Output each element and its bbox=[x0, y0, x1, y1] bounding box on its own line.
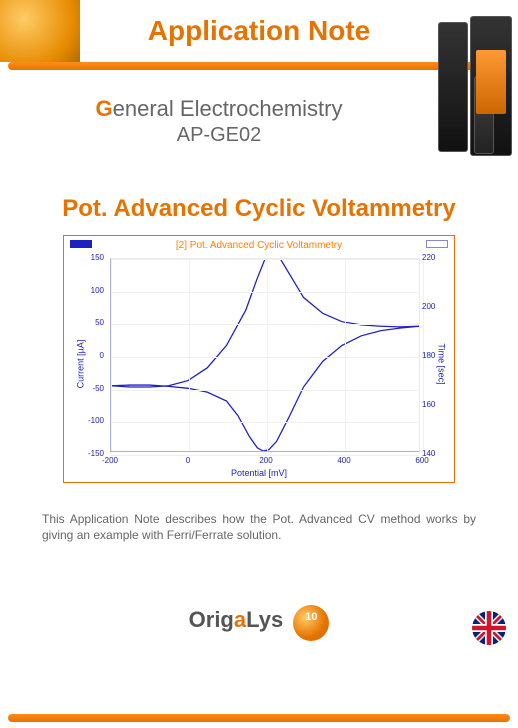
chart-title: [2] Pot. Advanced Cyclic Voltammetry bbox=[64, 240, 454, 251]
title-cap-a: A bbox=[148, 15, 168, 46]
ytick-left: 150 bbox=[74, 253, 104, 262]
xtick: -200 bbox=[102, 456, 118, 465]
plot-area bbox=[110, 258, 420, 452]
logo-accent: a bbox=[234, 608, 246, 633]
ytick-left: 100 bbox=[74, 286, 104, 295]
ytick-left: -150 bbox=[74, 449, 104, 458]
xtick: 400 bbox=[337, 456, 350, 465]
ytick-left: -50 bbox=[74, 384, 104, 393]
bottom-divider-bar bbox=[8, 714, 510, 722]
ytick-left: 50 bbox=[74, 318, 104, 327]
ytick-right: 220 bbox=[422, 253, 452, 262]
banner-decor-image bbox=[0, 0, 80, 62]
xtick: 200 bbox=[259, 456, 272, 465]
chart-ylabel-left: Current [µA] bbox=[75, 340, 85, 389]
description-text: This Application Note describes how the … bbox=[42, 511, 476, 543]
ytick-right: 200 bbox=[422, 302, 452, 311]
logo-pre: Orig bbox=[189, 608, 234, 633]
chart-ylabel-right: Time [sec] bbox=[436, 343, 446, 384]
ytick-left: 0 bbox=[74, 351, 104, 360]
footer: OrigaLys bbox=[0, 605, 518, 641]
logo: OrigaLys bbox=[189, 608, 290, 633]
main-title: Pot. Advanced Cyclic Voltammetry bbox=[0, 195, 518, 223]
ytick-right: 160 bbox=[422, 400, 452, 409]
chart-frame: [2] Pot. Advanced Cyclic Voltammetry Cur… bbox=[63, 235, 455, 483]
subtitle-line1: General Electrochemistry bbox=[20, 96, 418, 122]
title-cap-n: N bbox=[308, 15, 328, 46]
chart-xlabel: Potential [mV] bbox=[64, 468, 454, 478]
subtitle-rest: eneral Electrochemistry bbox=[113, 96, 343, 121]
xtick: 0 bbox=[186, 456, 190, 465]
title-part1: pplication bbox=[168, 15, 308, 46]
banner-title: Application Note bbox=[148, 15, 370, 47]
uk-flag-icon bbox=[472, 611, 506, 645]
device-image bbox=[424, 16, 512, 166]
subtitle-first-letter: G bbox=[96, 96, 113, 121]
logo-post: Lys bbox=[246, 608, 283, 633]
ytick-left: -100 bbox=[74, 416, 104, 425]
subtitle-line2: AP-GE02 bbox=[20, 124, 418, 147]
ytick-right: 180 bbox=[422, 351, 452, 360]
title-part2: ote bbox=[328, 15, 370, 46]
xtick: 600 bbox=[415, 456, 428, 465]
anniversary-badge-icon bbox=[293, 605, 329, 641]
